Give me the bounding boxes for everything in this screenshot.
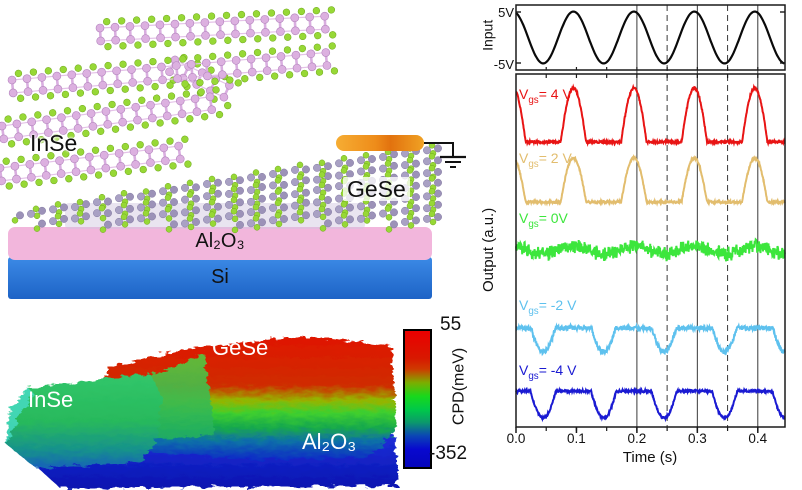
cpd-al2o3-label: Al₂O₃ [302,429,357,454]
trace-label-vgs-0-v: Vgs= 0V [519,210,568,230]
xtick-label-0.2: 0.2 [627,431,647,446]
schematic-gese-label: GeSe [343,177,410,201]
output-axis-label: Output (a.u.) [480,207,498,292]
cpd-inse-label: InSe [28,387,74,412]
trace-label-vgs-4-v: Vgs= -4 V [519,362,577,382]
input-ytick-5v: 5V [498,5,514,20]
input-ytick-minus5v: -5V [493,57,514,72]
signal-plots [515,4,786,433]
time-axis-label: Time (s) [622,449,678,466]
trace-label-vgs-4-v: Vgs= 4 V [519,86,572,106]
xtick-label-0.1: 0.1 [567,431,586,446]
cpd-map [6,336,398,488]
schematic-al2o3-label: Al₂O₃ [195,230,245,252]
schematic-si-label: Si [211,266,229,288]
colorbar-title: CPD(meV) [450,347,468,426]
xtick-label-0.3: 0.3 [687,431,707,446]
trace-label-vgs-2-v: Vgs= 2 V [519,150,572,170]
xtick-label-0.4: 0.4 [748,431,768,446]
trace-vgs-2-v [515,153,786,207]
trace-vgs-0-v [515,237,786,262]
colorbar-max-label: 55 [440,314,462,335]
schematic-inse-label: InSe [30,130,78,156]
cpd-colorbar [403,329,432,469]
trace-vgs-4-v [515,83,786,148]
trace-vgs-4-v [515,386,786,423]
device-schematic [0,6,466,299]
xtick-label-0.0: 0.0 [506,431,526,446]
cpd-gese-label: GeSe [212,335,269,360]
trace-vgs-2-v [515,321,786,357]
colorbar-min-label: -352 [429,443,468,464]
trace-label-vgs-2-v: Vgs= -2 V [519,297,577,317]
